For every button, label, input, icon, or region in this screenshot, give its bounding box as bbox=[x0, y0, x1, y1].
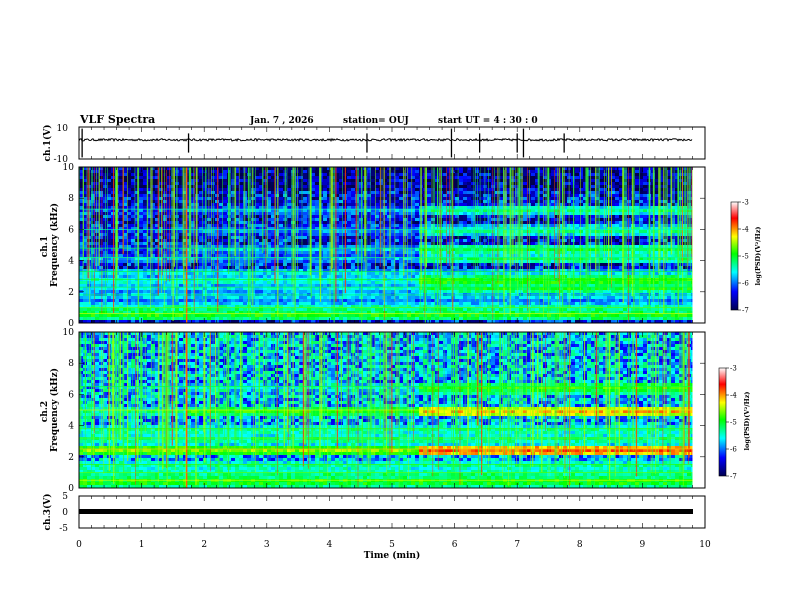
colorbar-ch2: -7 -6 -5 -4 -3 log(PSD)(V²/Hz) bbox=[718, 365, 751, 481]
ch1-waveform-line bbox=[78, 137, 693, 142]
x-axis-tick-labels: 0 1 2 3 4 5 6 7 8 9 10 bbox=[76, 540, 711, 550]
x-tick-label: 2 bbox=[201, 540, 207, 550]
ch2-spec-ytick-label: 8 bbox=[68, 359, 74, 369]
colorbar-tick-label: -4 bbox=[730, 392, 737, 400]
x-tick-label: 5 bbox=[389, 540, 395, 550]
ch1-spec-ytick-label: 2 bbox=[68, 288, 74, 298]
colorbar-tick-label: -6 bbox=[730, 446, 737, 454]
ch3-waveform-panel: 5 0 -5 ch.3(V) bbox=[42, 492, 706, 534]
colorbar-tick-label: -7 bbox=[730, 473, 737, 481]
station-label: station= OUJ bbox=[343, 116, 409, 126]
ch2-spectrogram-channel-label: ch.2 Frequency (kHz) bbox=[40, 368, 60, 452]
x-tick-label: 3 bbox=[264, 540, 270, 550]
ch1-spec-ytick-label: 8 bbox=[68, 194, 74, 204]
ch2-spectrogram-panel: 0 2 4 6 8 10 ch.2 Frequency (kHz) bbox=[40, 328, 706, 494]
colorbar-tick-label: -5 bbox=[742, 253, 749, 261]
colorbar-ch2-scale bbox=[718, 367, 727, 477]
colorbar-tick-label: -3 bbox=[742, 199, 749, 207]
ch3-waveform-line bbox=[79, 509, 693, 514]
ch1-ytick-bottom: -10 bbox=[54, 155, 69, 165]
ch1-spec-ytick-label: 6 bbox=[68, 225, 74, 235]
x-tick-label: 0 bbox=[76, 540, 82, 550]
x-tick-label: 10 bbox=[699, 540, 711, 550]
ch1-spec-ytick-label: 10 bbox=[63, 163, 75, 173]
ch1-spec-ytick-label: 0 bbox=[68, 319, 74, 329]
start-time-label: start UT = 4 : 30 : 0 bbox=[438, 116, 538, 126]
ch2-spec-ytick-label: 6 bbox=[68, 390, 74, 400]
colorbar-ch1: -7 -6 -5 -4 -3 log(PSD)(V²/Hz) bbox=[730, 199, 762, 315]
colorbar-tick-label: -4 bbox=[742, 226, 749, 234]
ch2-spec-ytick-label: 0 bbox=[68, 484, 74, 494]
x-tick-label: 7 bbox=[514, 540, 520, 550]
ch2-spec-ytick-label: 4 bbox=[68, 422, 74, 432]
ch1-spec-ytick-label: 4 bbox=[68, 257, 74, 267]
colorbar-ch1-scale bbox=[730, 201, 739, 311]
ch3-ytick-top: 5 bbox=[62, 492, 68, 502]
colorbar-tick-label: -6 bbox=[742, 280, 749, 288]
ch3-ytick-bottom: -5 bbox=[59, 524, 68, 534]
ch3-ylabel: ch.3(V) bbox=[42, 494, 53, 531]
colorbar-tick-label: -7 bbox=[742, 307, 749, 315]
x-tick-label: 9 bbox=[640, 540, 646, 550]
x-axis-label: Time (min) bbox=[364, 550, 421, 561]
x-tick-label: 8 bbox=[577, 540, 583, 550]
chart-title: VLF Spectra bbox=[79, 113, 155, 126]
ch1-waveform-spikes bbox=[81, 128, 565, 158]
x-tick-label: 1 bbox=[139, 540, 145, 550]
colorbar-tick-label: -3 bbox=[730, 365, 737, 373]
ch3-ytick-mid: 0 bbox=[62, 508, 68, 518]
colorbar-ch2-label: log(PSD)(V²/Hz) bbox=[743, 392, 751, 451]
colorbar-ch1-label: log(PSD)(V²/Hz) bbox=[754, 227, 762, 286]
x-tick-label: 6 bbox=[452, 540, 458, 550]
ch1-waveform-panel: 10 -10 ch.1(V) bbox=[42, 124, 706, 165]
ch1-spectrogram-panel: 0 2 4 6 8 10 ch.1 Frequency (kHz) bbox=[40, 163, 706, 329]
ch1-ytick-top: 10 bbox=[57, 124, 69, 134]
ch2-spec-ytick-label: 10 bbox=[63, 328, 75, 338]
ch2-spec-ytick-label: 2 bbox=[68, 453, 74, 463]
ch2-spectrogram-image bbox=[79, 332, 705, 488]
colorbar-tick-label: -5 bbox=[730, 419, 737, 427]
x-tick-label: 4 bbox=[327, 540, 333, 550]
ch1-ylabel: ch.1(V) bbox=[42, 125, 53, 162]
date-label: Jan. 7 , 2026 bbox=[249, 116, 314, 126]
ch1-spectrogram-image bbox=[79, 167, 705, 323]
ch1-spectrogram-channel-label: ch.1 Frequency (kHz) bbox=[40, 203, 60, 287]
